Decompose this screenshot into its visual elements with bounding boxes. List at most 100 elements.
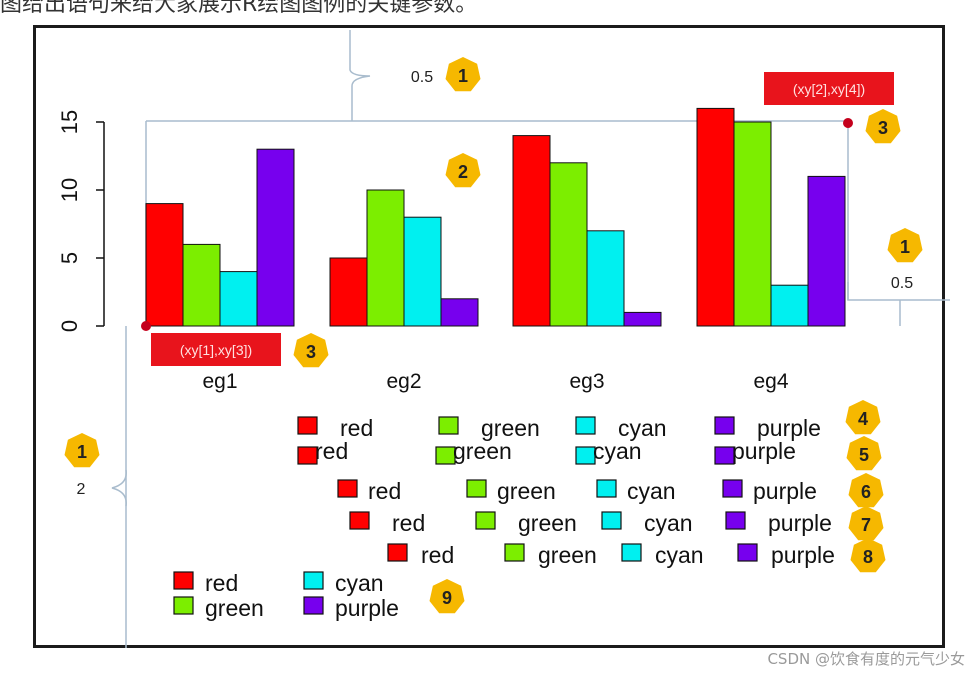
caption-text: 图给出语句来给大家展示R绘图图例的关键参数。 <box>0 0 478 17</box>
callout-xy1-xy3: (xy[1],xy[3]) <box>180 342 252 358</box>
legend-3-key-green <box>466 479 487 498</box>
badge-2-shape <box>445 153 481 188</box>
legend-3-label-red: red <box>368 478 401 504</box>
legend-9-key-purple <box>303 596 324 615</box>
legend-2-label-red: red <box>315 438 348 464</box>
badge-5-shape <box>846 436 882 471</box>
callout-box-xy1-xy3 <box>151 333 281 366</box>
legend-3-key-red <box>337 479 358 498</box>
bar-eg3-purple <box>623 311 662 327</box>
legend-3-key-purple <box>722 479 743 498</box>
badge-4-shape <box>845 400 881 435</box>
bar-eg3-green <box>549 162 588 327</box>
legend-5-label-purple: purple <box>771 542 835 568</box>
bar-eg4-red <box>696 107 735 327</box>
legend-4-key-purple <box>725 511 746 530</box>
legend-9-key-green <box>173 596 194 615</box>
legend-4-label-cyan: cyan <box>644 510 693 536</box>
legend-4-key-cyan <box>601 511 622 530</box>
legend-1-label-green: green <box>481 415 540 441</box>
bar-eg1-purple <box>256 148 295 327</box>
top-margin-brace <box>349 30 371 121</box>
corner-dot-bottom-left <box>141 321 151 331</box>
x-tick-label: eg2 <box>386 370 421 393</box>
legend-9-key-cyan <box>303 571 324 590</box>
badge-3-shape <box>293 333 329 368</box>
y-tick-label: 0 <box>57 320 82 332</box>
corner-dot-top-right <box>843 118 853 128</box>
legend-2-key-cyan <box>575 446 596 465</box>
y-tick-label: 10 <box>57 178 82 202</box>
badge-9: 9 <box>442 588 452 608</box>
badge-7-shape <box>848 506 884 541</box>
badge-3: 3 <box>306 342 316 362</box>
margin-top-label: 0.5 <box>411 69 433 86</box>
badge-1-shape <box>445 57 481 92</box>
legend-4-key-green <box>475 511 496 530</box>
bar-eg2-cyan <box>403 216 442 327</box>
badge-3-shape <box>865 109 901 144</box>
badge-6: 6 <box>861 482 871 502</box>
margin-left-label: 2 <box>77 481 86 498</box>
legend-5-key-green <box>504 543 525 562</box>
legend-2-label-green: green <box>453 438 512 464</box>
legend-1-key-green <box>438 416 459 435</box>
badge-5: 5 <box>859 445 869 465</box>
legend-4-label-purple: purple <box>768 510 832 536</box>
bar-eg4-purple <box>807 175 846 327</box>
legend-1-key-red <box>297 416 318 435</box>
legend-2-key-green <box>435 446 456 465</box>
legend-2-key-purple <box>714 446 735 465</box>
badge-8-shape <box>850 538 886 573</box>
badge-7: 7 <box>861 515 871 535</box>
bar-eg1-green <box>182 243 221 327</box>
badge-1-shape <box>64 433 100 468</box>
margin-right-label: 0.5 <box>891 275 913 292</box>
bar-eg4-green <box>733 121 772 327</box>
legend-9-label-green: green <box>205 595 264 621</box>
callout-xy2-xy4: (xy[2],xy[4]) <box>793 81 865 97</box>
x-tick-label: eg1 <box>202 370 237 393</box>
badge-1: 1 <box>458 66 468 86</box>
legend-2-label-cyan: cyan <box>593 438 642 464</box>
y-tick-label: 15 <box>57 110 82 134</box>
badge-2: 2 <box>458 162 468 182</box>
legend-5-key-red <box>387 543 408 562</box>
legend-3-label-purple: purple <box>753 478 817 504</box>
legend-3-key-cyan <box>596 479 617 498</box>
legend-9-label-red: red <box>205 570 238 596</box>
legend-4-label-green: green <box>518 510 577 536</box>
right-margin-brace <box>847 282 950 326</box>
legend-5-label-cyan: cyan <box>655 542 704 568</box>
legend-9-label-cyan: cyan <box>335 570 384 596</box>
legend-5-label-red: red <box>421 542 454 568</box>
legend-1-label-red: red <box>340 415 373 441</box>
watermark: CSDN @饮食有度的元气少女 <box>767 650 965 668</box>
legend-1-label-cyan: cyan <box>618 415 667 441</box>
badge-1: 1 <box>77 442 87 462</box>
legend-5-key-cyan <box>621 543 642 562</box>
badge-4: 4 <box>858 409 868 429</box>
legend-5-key-purple <box>737 543 758 562</box>
x-tick-label: eg3 <box>569 370 604 393</box>
bar-eg2-purple <box>440 298 479 327</box>
badge-1-shape <box>887 228 923 263</box>
legend-3-label-green: green <box>497 478 556 504</box>
callout-box-xy2-xy4 <box>764 72 894 105</box>
bar-eg4-cyan <box>770 284 809 327</box>
bar-eg2-red <box>329 257 368 327</box>
badge-8: 8 <box>863 547 873 567</box>
legend-9-label-purple: purple <box>335 595 399 621</box>
legend-4-label-red: red <box>392 510 425 536</box>
legend-1-key-purple <box>714 416 735 435</box>
bar-eg3-cyan <box>586 230 625 327</box>
x-tick-label: eg4 <box>753 370 788 393</box>
badge-6-shape <box>848 473 884 508</box>
badge-3: 3 <box>878 118 888 138</box>
legend-4-key-red <box>349 511 370 530</box>
legend-2-key-red <box>297 446 318 465</box>
bar-eg3-red <box>512 135 551 327</box>
badge-1: 1 <box>900 237 910 257</box>
